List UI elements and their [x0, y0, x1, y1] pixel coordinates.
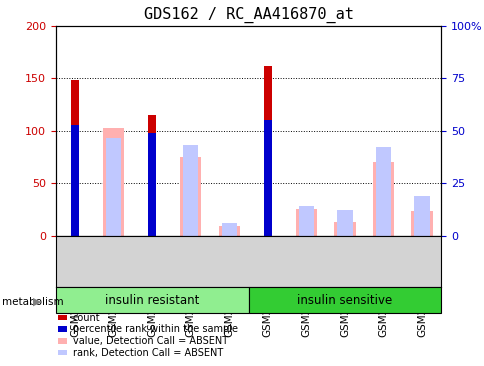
Text: value, Detection Call = ABSENT: value, Detection Call = ABSENT: [73, 336, 227, 346]
Title: GDS162 / RC_AA416870_at: GDS162 / RC_AA416870_at: [143, 7, 353, 23]
Text: count: count: [73, 313, 100, 322]
Bar: [221, 223, 237, 236]
Bar: [148, 115, 156, 236]
Bar: [180, 157, 201, 236]
Text: rank, Detection Call = ABSENT: rank, Detection Call = ABSENT: [73, 348, 223, 358]
Bar: [372, 163, 393, 236]
Bar: [103, 128, 124, 236]
Bar: [413, 196, 429, 236]
Text: insulin sensitive: insulin sensitive: [297, 294, 392, 307]
Bar: [182, 145, 198, 236]
Bar: [295, 209, 317, 236]
Bar: [263, 66, 272, 236]
Bar: [218, 225, 240, 236]
Bar: [263, 120, 272, 236]
Bar: [106, 138, 121, 236]
Bar: [333, 223, 355, 236]
Bar: [56, 287, 248, 313]
Bar: [336, 210, 352, 236]
Bar: [71, 80, 79, 236]
Bar: [248, 287, 440, 313]
Text: percentile rank within the sample: percentile rank within the sample: [73, 324, 237, 334]
Text: insulin resistant: insulin resistant: [105, 294, 199, 307]
Bar: [298, 206, 314, 236]
Bar: [410, 211, 432, 236]
Bar: [148, 133, 156, 236]
Bar: [71, 124, 79, 236]
Text: ▶: ▶: [33, 297, 42, 307]
Bar: [375, 147, 391, 236]
Text: metabolism: metabolism: [2, 297, 64, 307]
